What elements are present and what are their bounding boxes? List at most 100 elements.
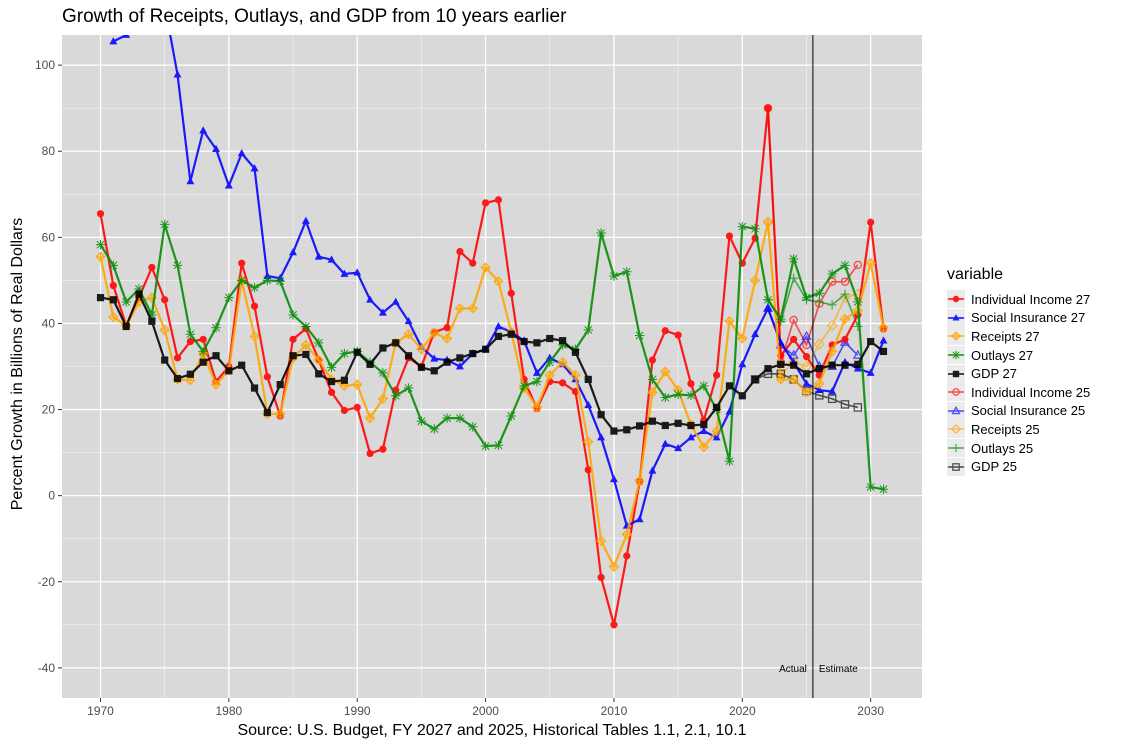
point-open-triangle — [852, 349, 863, 359]
y-tick-label: 80 — [42, 144, 56, 158]
point-asterisk — [776, 314, 786, 324]
y-tick-label: 60 — [42, 230, 56, 244]
y-tick-label: 0 — [48, 489, 55, 503]
x-tick-label: 2030 — [857, 704, 884, 718]
point-triangle — [340, 269, 349, 277]
point-circle — [725, 232, 734, 240]
point-triangle — [391, 297, 400, 305]
point-asterisk — [737, 221, 747, 232]
point-square — [340, 376, 348, 384]
point-open-circle — [840, 277, 850, 286]
point-square — [879, 347, 888, 356]
point-diamond — [647, 387, 658, 398]
point-square — [648, 417, 657, 425]
point-asterisk — [699, 381, 709, 391]
point-asterisk — [801, 292, 812, 303]
point-asterisk — [673, 389, 683, 400]
point-asterisk — [506, 411, 516, 421]
legend-title: variable — [947, 266, 1004, 283]
point-diamond — [801, 387, 812, 398]
point-square — [507, 330, 515, 338]
point-asterisk — [262, 275, 273, 286]
point-square — [738, 392, 746, 400]
point-diamond — [531, 402, 543, 413]
point-square — [687, 421, 695, 430]
point-circle — [109, 281, 117, 290]
point-open-triangle — [951, 405, 961, 415]
point-triangle — [674, 443, 683, 452]
point-square — [417, 363, 426, 371]
point-square — [636, 422, 644, 430]
legend-key — [947, 327, 965, 346]
y-tick-label: -40 — [38, 661, 56, 675]
y-tick-label: 20 — [42, 403, 56, 417]
y-tick-label: -20 — [38, 575, 56, 589]
point-asterisk — [634, 330, 645, 341]
point-square — [161, 356, 169, 364]
point-circle — [250, 302, 259, 310]
point-square — [353, 348, 361, 356]
point-circle — [161, 296, 169, 304]
actual-label: Actual — [779, 664, 807, 675]
point-square — [790, 361, 798, 369]
point-square — [366, 360, 374, 368]
point-square — [481, 345, 490, 353]
point-asterisk — [468, 422, 478, 432]
point-diamond — [814, 378, 825, 389]
point-triangle — [301, 216, 310, 224]
point-asterisk — [198, 346, 208, 357]
point-diamond — [570, 369, 581, 381]
point-diamond — [724, 316, 735, 327]
point-asterisk — [147, 310, 157, 320]
point-open-diamond — [950, 424, 962, 435]
point-diamond — [737, 333, 748, 344]
x-tick-label: 1980 — [216, 704, 243, 718]
point-circle — [96, 210, 105, 218]
point-asterisk — [237, 275, 247, 286]
point-open-circle — [952, 388, 960, 397]
point-triangle — [866, 368, 875, 376]
point-asterisk — [532, 376, 542, 387]
point-asterisk — [951, 350, 961, 360]
point-asterisk — [750, 224, 760, 234]
x-tick-label: 1990 — [344, 704, 371, 718]
legend-item: Receipts 25 — [947, 420, 1090, 439]
point-asterisk — [853, 297, 863, 307]
point-square — [469, 349, 477, 358]
point-diamond — [951, 331, 961, 342]
point-asterisk — [403, 383, 414, 393]
point-circle — [802, 352, 811, 361]
point-asterisk — [378, 368, 388, 378]
point-plus — [827, 300, 837, 310]
point-square — [623, 426, 631, 434]
point-circle — [481, 199, 490, 207]
point-circle — [584, 466, 592, 474]
point-diamond — [467, 303, 478, 314]
point-triangle — [327, 255, 336, 263]
point-diamond — [698, 441, 710, 453]
point-triangle — [186, 177, 195, 185]
point-triangle — [699, 426, 708, 434]
point-diamond — [660, 366, 671, 377]
point-circle — [186, 337, 194, 346]
point-circle — [687, 380, 695, 388]
point-circle — [289, 335, 297, 343]
point-square — [186, 370, 194, 378]
legend-label: Individual Income 25 — [971, 384, 1091, 400]
point-square — [700, 421, 708, 429]
point-asterisk — [545, 357, 555, 367]
point-asterisk — [224, 292, 234, 303]
point-asterisk — [172, 260, 183, 271]
point-triangle — [952, 314, 960, 321]
point-square — [952, 370, 960, 377]
point-square — [276, 380, 284, 389]
point-diamond — [416, 344, 427, 355]
legend: variable Individual Income 27 Social Insu… — [947, 266, 1090, 476]
point-square — [802, 370, 811, 378]
legend-item: Outlays 25 — [947, 439, 1090, 458]
point-diamond — [159, 324, 170, 336]
point-square — [173, 374, 182, 383]
point-square — [315, 370, 323, 378]
x-tick-label: 2010 — [601, 704, 628, 718]
point-diamond — [313, 354, 324, 366]
